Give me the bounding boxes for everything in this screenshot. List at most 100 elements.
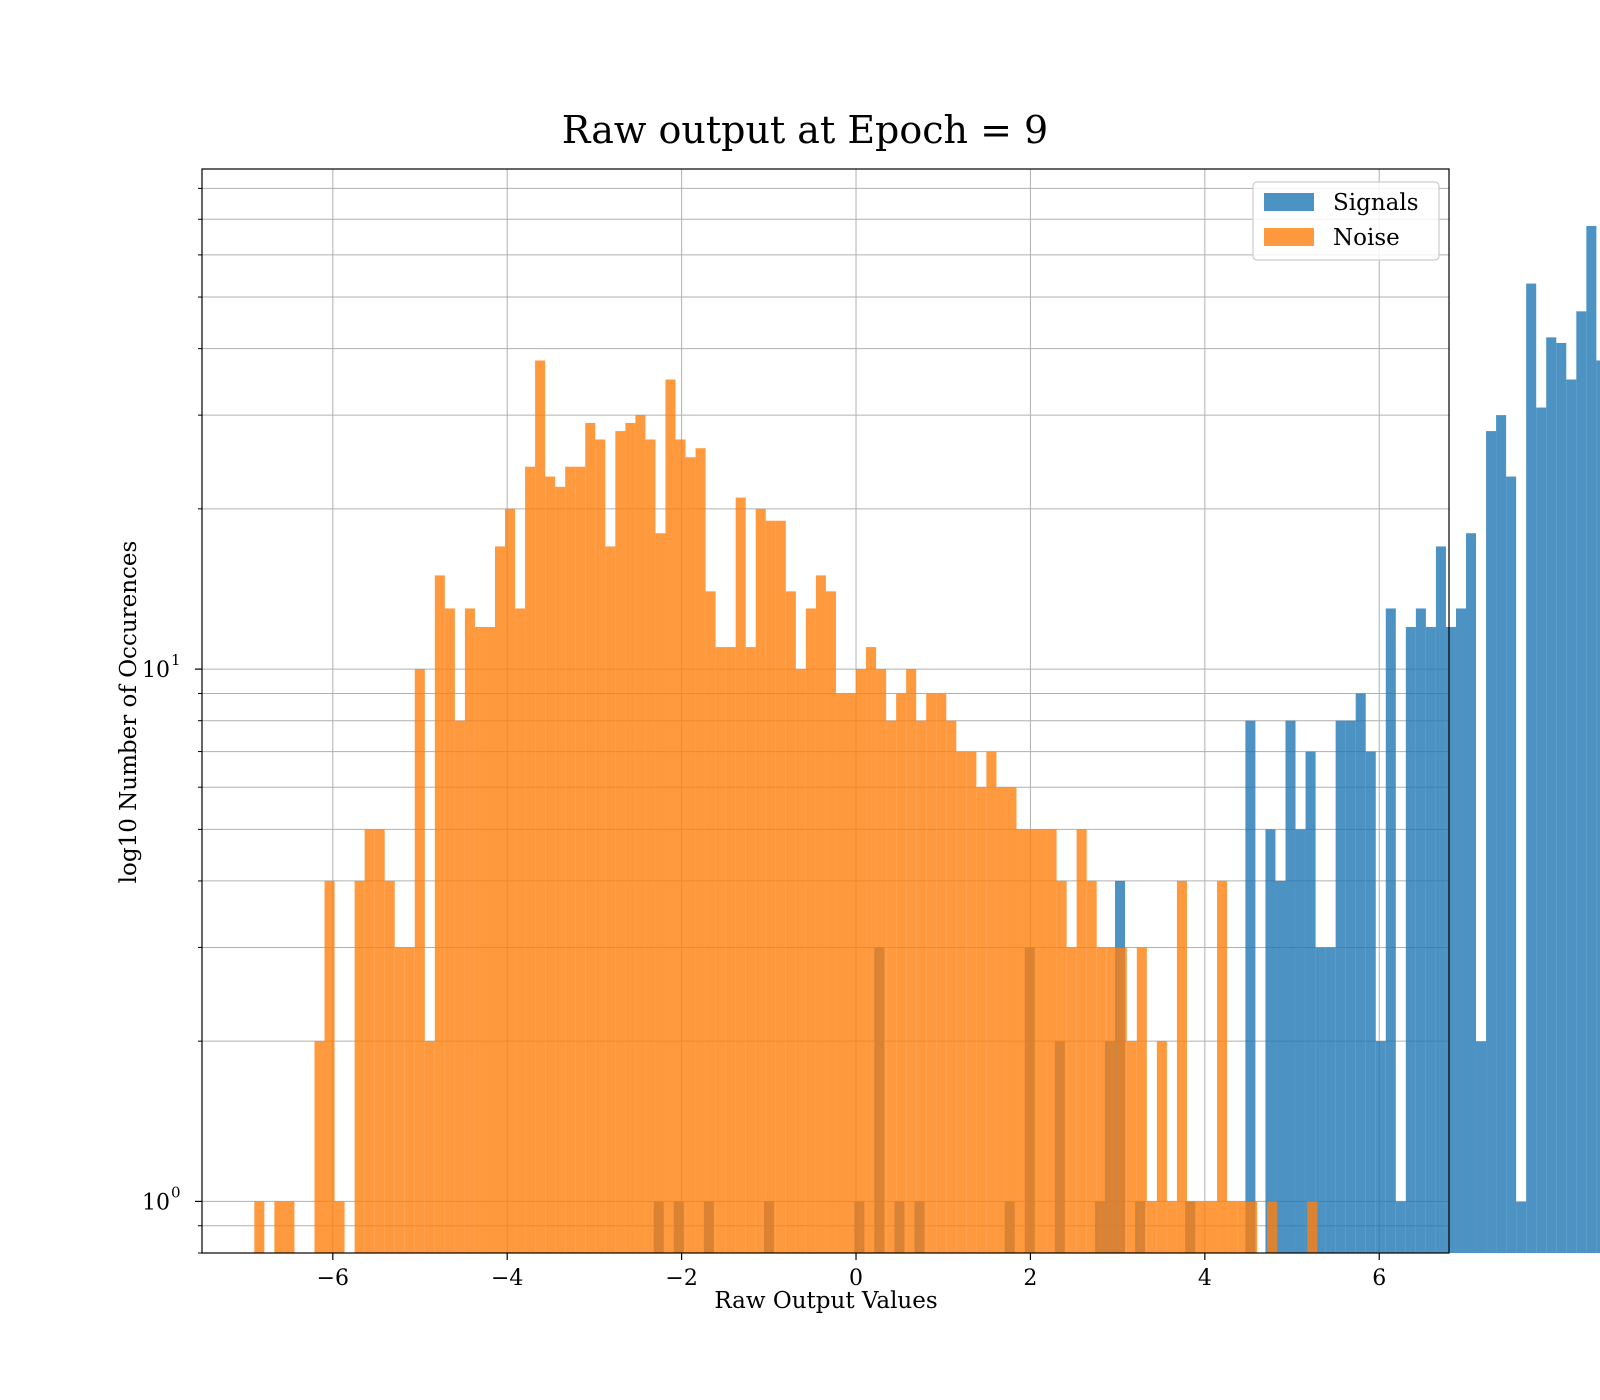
histogram-bar-signals (1355, 693, 1366, 1253)
histogram-bar-noise (484, 626, 496, 1253)
histogram-bar-noise (1227, 1201, 1238, 1253)
histogram-bar-signals (1466, 533, 1477, 1253)
histogram-bar-noise (825, 591, 836, 1253)
histogram-bar-noise (284, 1201, 295, 1253)
histogram-bar-noise (575, 466, 586, 1253)
legend: Signals Noise (1252, 181, 1440, 261)
chart-title: Raw output at Epoch = 9 (562, 108, 1048, 152)
histogram-bar-noise (645, 439, 656, 1253)
histogram-bar-signals (1325, 947, 1336, 1253)
histogram-bar-noise (1207, 1201, 1218, 1253)
histogram-bar-noise (1036, 829, 1047, 1253)
histogram-bar-noise (1106, 947, 1117, 1253)
histogram-bar-noise (1136, 947, 1147, 1253)
histogram-bar-noise (555, 486, 566, 1254)
histogram-bar-noise (444, 608, 455, 1253)
histogram-bar-noise (966, 751, 977, 1253)
histogram-bar-noise (505, 508, 516, 1253)
histogram-bar-noise (334, 1201, 345, 1253)
histogram-bar-noise (916, 720, 927, 1253)
histogram-bar-noise (896, 693, 907, 1253)
histogram-bar-noise (474, 626, 485, 1253)
y-axis-label: log10 Number of Occurences (116, 541, 142, 884)
histogram-bar-signals (1285, 720, 1296, 1253)
histogram-bar-noise (324, 880, 335, 1253)
histogram-bar-signals (1586, 225, 1597, 1254)
histogram-bar-noise (856, 669, 867, 1253)
histogram-bar-noise (1006, 787, 1017, 1253)
histogram-bar-noise (946, 720, 957, 1253)
histogram-bar-noise (635, 415, 646, 1253)
histogram-bar-noise (1076, 829, 1087, 1253)
histogram-bar-noise (1267, 1201, 1278, 1253)
histogram-bar-noise (906, 669, 917, 1253)
histogram-bar-signals (1496, 415, 1507, 1253)
histogram-bar-noise (926, 693, 937, 1253)
histogram-bar-noise (886, 720, 897, 1253)
legend-label-noise: Noise (1333, 225, 1400, 251)
histogram-bar-noise (354, 880, 365, 1253)
histogram-bar-noise (1176, 880, 1187, 1253)
legend-swatch-signals (1264, 193, 1314, 211)
histogram-bar-noise (605, 546, 616, 1253)
histogram-bar-noise (956, 751, 967, 1253)
histogram-bar-signals (1546, 337, 1557, 1254)
histogram-bar-signals (1556, 342, 1567, 1254)
histogram-bar-signals (1526, 283, 1537, 1254)
histogram-bar-noise (565, 466, 576, 1253)
histogram-bar-noise (936, 693, 947, 1253)
histogram-bar-noise (545, 476, 556, 1253)
histogram-bar-noise (434, 575, 445, 1253)
histogram-bar-noise (805, 608, 816, 1253)
histogram-bar-signals (1295, 829, 1306, 1253)
histogram-bar-noise (775, 520, 786, 1253)
histogram-bar-noise (314, 1041, 325, 1253)
histogram-bar-noise (735, 497, 746, 1253)
histogram-bar-noise (765, 520, 776, 1253)
histogram-bar-noise (1237, 1201, 1248, 1253)
plot-frame (201, 168, 1450, 1254)
histogram-bar-signals (1506, 476, 1517, 1253)
y-tick-label-exponent: 1 (171, 651, 181, 669)
histogram-bar-signals (1486, 431, 1497, 1254)
histogram-bar-noise (515, 608, 526, 1253)
histogram-bar-noise (615, 431, 626, 1254)
histogram-bar-signals (1335, 720, 1346, 1253)
histogram-bar-noise (595, 439, 606, 1253)
histogram-bar-noise (1247, 1201, 1258, 1253)
histogram-bar-noise (1126, 1041, 1137, 1253)
histogram-bar-noise (1116, 947, 1127, 1253)
histogram-bar-signals (1305, 751, 1316, 1253)
histogram-bar-noise (1166, 1201, 1177, 1253)
histogram-bar-noise (986, 751, 997, 1253)
histogram-bar-noise (495, 546, 506, 1253)
histogram-bar-signals (1516, 1201, 1527, 1253)
histogram-bar-noise (1096, 947, 1107, 1253)
histogram-bar-noise (525, 466, 536, 1253)
histogram-bar-noise (996, 787, 1007, 1253)
histogram-bar-noise (745, 647, 756, 1253)
x-tick-label: −2 (665, 1266, 697, 1291)
histogram-bar-signals (1275, 880, 1286, 1253)
histogram-bar-noise (685, 457, 696, 1254)
histogram-bar-signals (1365, 751, 1376, 1253)
histogram-bar-noise (424, 1041, 435, 1253)
histogram-bar-signals (1265, 829, 1276, 1253)
histogram-bar-noise (364, 829, 375, 1253)
histogram-bar-noise (705, 591, 716, 1253)
histogram-bar-noise (1217, 880, 1228, 1253)
x-tick-label: 0 (849, 1266, 863, 1291)
histogram-bar-signals (1315, 947, 1326, 1253)
histogram-bar-noise (1066, 947, 1077, 1253)
histogram-bar-noise (1186, 1201, 1197, 1253)
histogram-bar-noise (695, 448, 706, 1253)
histogram-bar-noise (464, 608, 475, 1253)
histogram-bar-signals (1536, 407, 1547, 1254)
histogram-bar-noise (715, 647, 726, 1253)
histogram-bar-noise (675, 439, 686, 1253)
histogram-bar-noise (404, 947, 415, 1253)
legend-swatch-noise (1264, 228, 1314, 246)
histogram-bar-signals (1455, 608, 1467, 1253)
